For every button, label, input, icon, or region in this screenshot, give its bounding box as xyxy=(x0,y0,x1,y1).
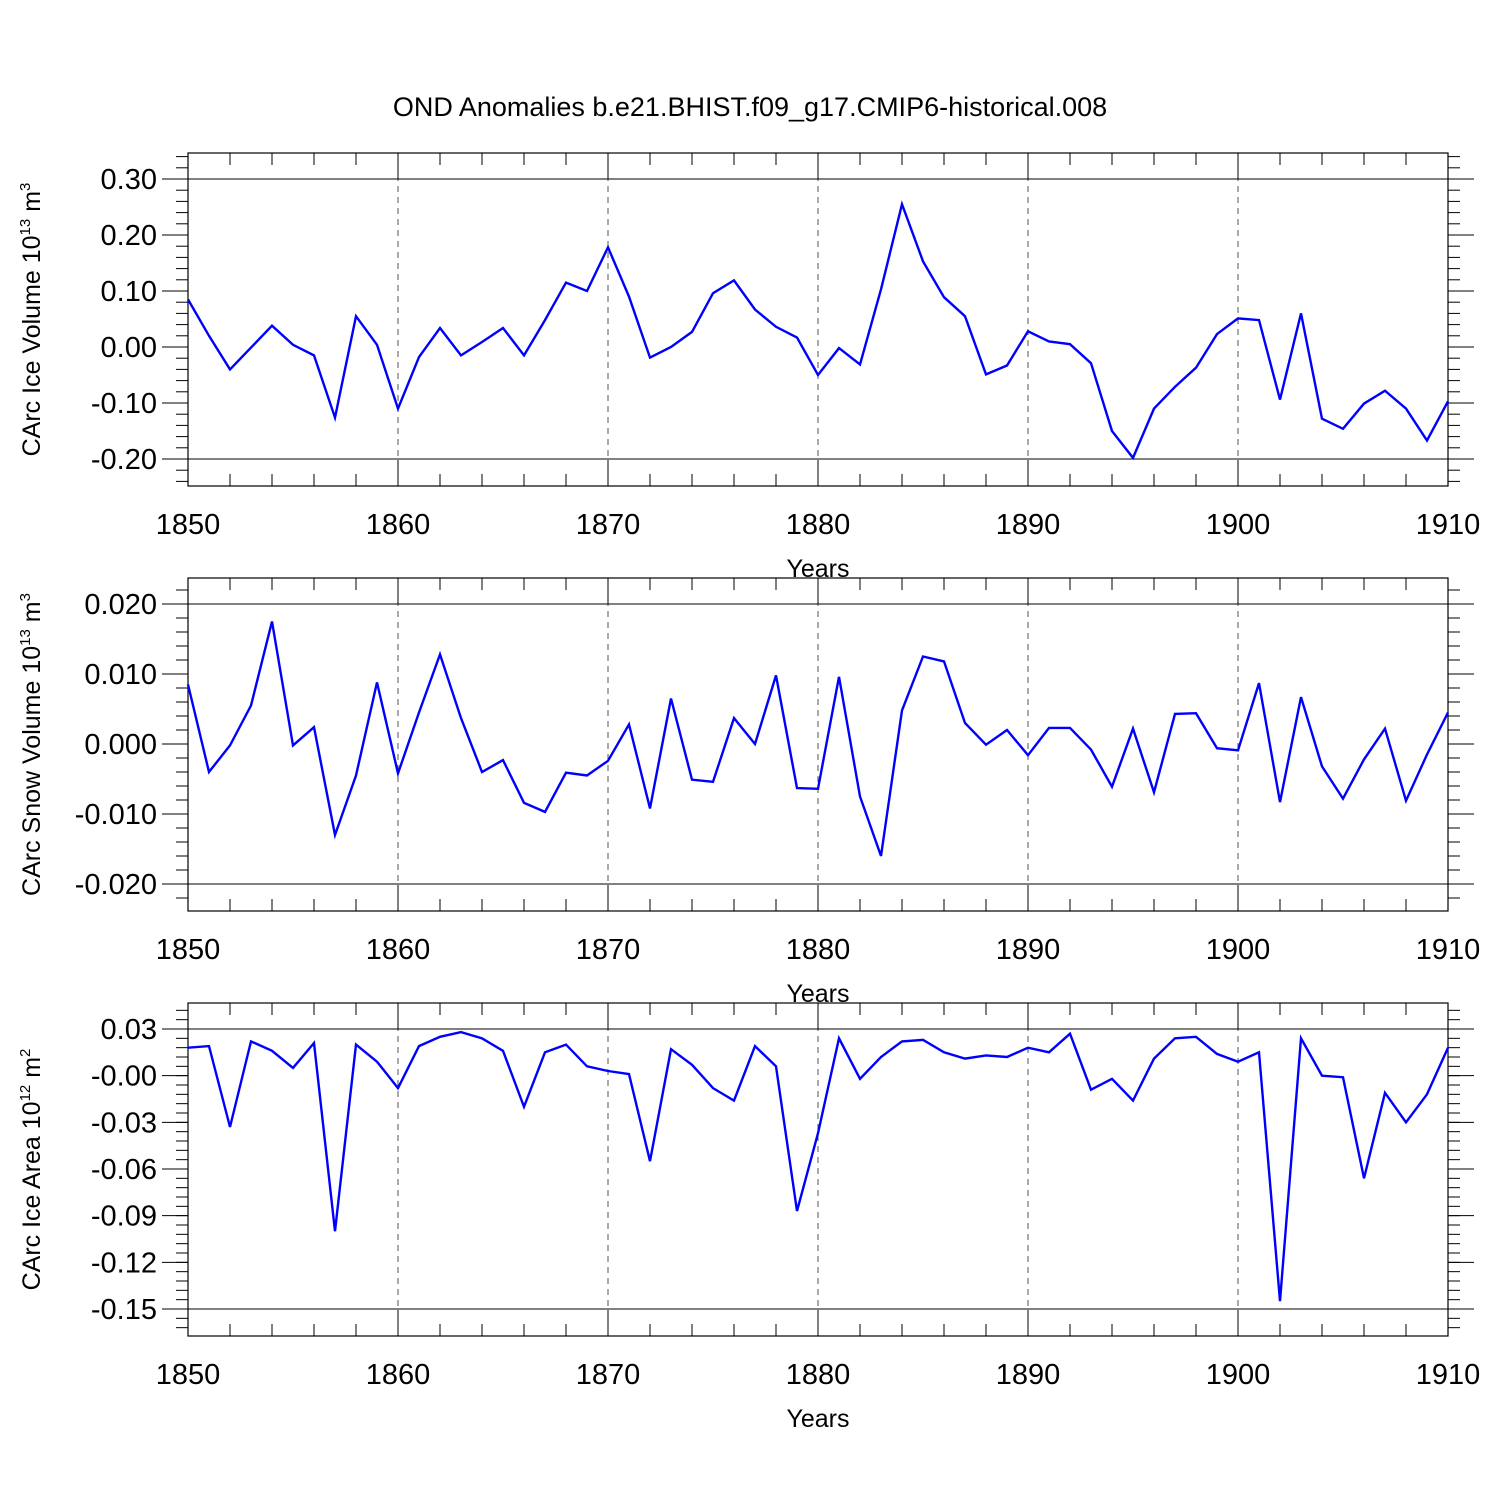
panel-1: -0.20 -0.10 0.00 0.10 0.20 0.30 1850 1860 1870 18… xyxy=(17,152,1481,583)
panel-3-ytick-label: -0.03 xyxy=(91,1107,157,1139)
panel-3-ytick-label: -0.06 xyxy=(91,1154,157,1186)
panel-3-xtick-label: 1870 xyxy=(576,1359,641,1391)
panel-3-xtick-label: 1900 xyxy=(1206,1359,1271,1391)
panel-2-ytick-label: 0.010 xyxy=(84,659,157,691)
panel-3-xtick-label: 1880 xyxy=(786,1359,851,1391)
panel-3-ylabel: CArc Ice Area 1012 m2 xyxy=(17,1049,46,1291)
panel-3: -0.15 -0.12 -0.09 -0.06 -0.03 -0.00 0.03 1850 18… xyxy=(17,1002,1481,1433)
panel-2-ytick-label: -0.020 xyxy=(75,869,157,901)
panel-1-ytick-label: 0.30 xyxy=(101,164,157,196)
panel-2-ytick-label: 0.000 xyxy=(84,729,157,761)
panel-3-xtick-label: 1890 xyxy=(996,1359,1061,1391)
panel-3-xlabel: Years xyxy=(786,1405,849,1433)
panel-3-ytick-label: -0.09 xyxy=(91,1201,157,1233)
panel-3-ytick-label: -0.15 xyxy=(91,1294,157,1326)
panel-1-ytick-label: -0.10 xyxy=(91,388,157,420)
panel-1-ytick-label: 0.20 xyxy=(101,220,157,252)
panel-2-xtick-label: 1900 xyxy=(1206,934,1271,966)
panel-2-xtick-label: 1850 xyxy=(156,934,221,966)
panel-1-ytick-label: 0.10 xyxy=(101,276,157,308)
panel-2-ylabel: CArc Snow Volume 1013 m3 xyxy=(17,593,46,896)
panel-1-xtick-label: 1890 xyxy=(996,509,1061,541)
panel-1-ylabel: CArc Ice Volume 1013 m3 xyxy=(17,183,46,457)
panel-3-ytick-label: 0.03 xyxy=(101,1014,157,1046)
panel-2-ytick-label: -0.010 xyxy=(75,799,157,831)
panel-2-xtick-label: 1860 xyxy=(366,934,431,966)
panel-1-xtick-label: 1860 xyxy=(366,509,431,541)
chart-panels: -0.20 -0.10 0.00 0.10 0.20 0.30 1850 1860 1870 18… xyxy=(17,152,1481,1433)
panel-3-series-line xyxy=(187,1030,1450,1302)
panel-3-xtick-label: 1910 xyxy=(1416,1359,1481,1391)
panel-3-xtick-label: 1860 xyxy=(366,1359,431,1391)
panel-1-xtick-label: 1900 xyxy=(1206,509,1271,541)
panel-2-xtick-label: 1880 xyxy=(786,934,851,966)
panel-1-xtick-label: 1880 xyxy=(786,509,851,541)
panel-3-xtick-label: 1850 xyxy=(156,1359,221,1391)
panel-3-ytick-label: -0.12 xyxy=(91,1247,157,1279)
chart-title: OND Anomalies b.e21.BHIST.f09_g17.CMIP6-… xyxy=(393,92,1107,122)
panel-1-xtick-label: 1850 xyxy=(156,509,221,541)
panel-1-ytick-label: -0.20 xyxy=(91,444,157,476)
panel-2-xtick-label: 1910 xyxy=(1416,934,1481,966)
panel-1-ytick-label: 0.00 xyxy=(101,332,157,364)
panel-3-ytick-label: -0.00 xyxy=(91,1061,157,1093)
panel-2: -0.020 -0.010 0.000 0.010 0.020 1850 1860 1870 1… xyxy=(17,577,1481,1008)
panel-2-xtick-label: 1890 xyxy=(996,934,1061,966)
panel-1-xtick-label: 1910 xyxy=(1416,509,1481,541)
panel-1-series-line xyxy=(186,200,1450,461)
panel-2-series-line xyxy=(186,621,1450,857)
panel-1-xtick-label: 1870 xyxy=(576,509,641,541)
panel-2-ytick-label: 0.020 xyxy=(84,589,157,621)
panel-2-xtick-label: 1870 xyxy=(576,934,641,966)
